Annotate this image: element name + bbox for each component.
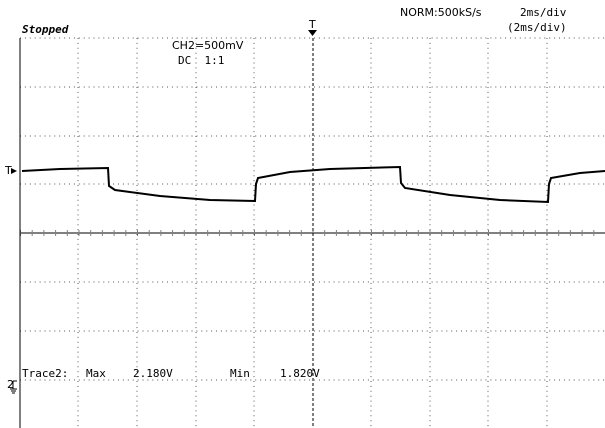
trigger-arrow [308, 30, 317, 36]
timebase-zoom: (2ms/div) [507, 21, 567, 34]
channel-scale: CH2=500mV [172, 39, 244, 52]
timebase: 2ms/div [520, 6, 567, 19]
trigger-level-marker: T [4, 164, 12, 177]
sample-rate: NORM:500kS/s [400, 6, 482, 19]
max-value: 2.180V [133, 367, 173, 380]
graticule [19, 37, 605, 428]
center-ticks [20, 230, 605, 236]
min-value: 1.820V [280, 367, 320, 380]
trigger-level-arrow [11, 168, 17, 174]
trace-label: Trace2: [22, 367, 68, 380]
max-label: Max [86, 367, 106, 380]
channel-coupling: DC 1:1 [178, 54, 224, 67]
ground-symbol [10, 380, 17, 394]
waveform-trace [21, 165, 605, 204]
status: Stopped [22, 23, 69, 36]
min-label: Min [230, 367, 250, 380]
ground-marker: 2 [7, 378, 14, 391]
trigger-position-marker: T [308, 18, 316, 31]
